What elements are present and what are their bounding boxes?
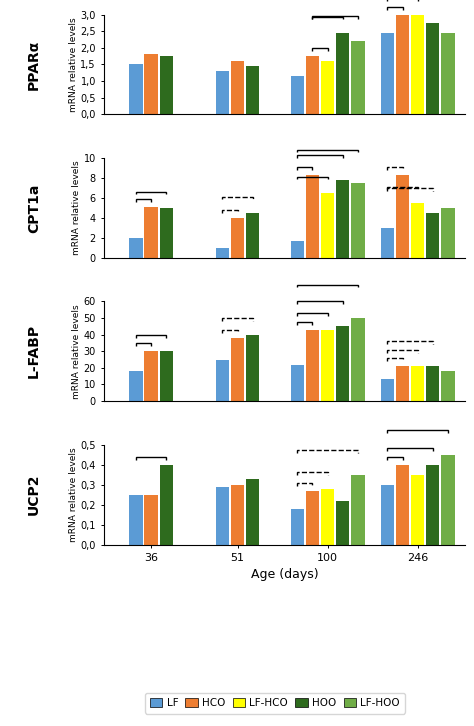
Bar: [321, 489, 334, 544]
X-axis label: Age (days): Age (days): [251, 568, 318, 582]
Bar: [396, 175, 409, 258]
Bar: [145, 494, 158, 544]
Bar: [231, 485, 244, 544]
Bar: [306, 56, 319, 114]
Text: CPT1a: CPT1a: [27, 183, 41, 232]
Bar: [411, 203, 424, 258]
Bar: [145, 54, 158, 114]
Bar: [129, 494, 143, 544]
Bar: [411, 15, 424, 114]
Bar: [441, 454, 455, 544]
Bar: [426, 23, 439, 114]
Legend: LF, HCO, LF-HCO, HOO, LF-HOO: LF, HCO, LF-HCO, HOO, LF-HOO: [145, 693, 405, 714]
Bar: [246, 478, 259, 544]
Bar: [351, 475, 365, 544]
Bar: [216, 248, 229, 258]
Bar: [351, 183, 365, 258]
Bar: [160, 56, 173, 114]
Bar: [411, 366, 424, 401]
Bar: [160, 351, 173, 401]
Bar: [145, 207, 158, 258]
Bar: [426, 465, 439, 544]
Bar: [321, 193, 334, 258]
Bar: [351, 41, 365, 114]
Bar: [396, 465, 409, 544]
Bar: [426, 366, 439, 401]
Bar: [216, 486, 229, 544]
Bar: [351, 318, 365, 401]
Text: UCP2: UCP2: [27, 474, 41, 515]
Bar: [291, 76, 304, 114]
Bar: [336, 501, 349, 544]
Bar: [306, 175, 319, 258]
Bar: [381, 485, 394, 544]
Bar: [396, 366, 409, 401]
Y-axis label: mRNA relative levels: mRNA relative levels: [69, 17, 78, 112]
Y-axis label: mRNA relative levels: mRNA relative levels: [72, 304, 81, 399]
Bar: [216, 71, 229, 114]
Bar: [336, 33, 349, 114]
Bar: [306, 330, 319, 401]
Bar: [231, 218, 244, 258]
Bar: [291, 241, 304, 258]
Bar: [246, 213, 259, 258]
Bar: [145, 351, 158, 401]
Bar: [426, 213, 439, 258]
Bar: [291, 364, 304, 401]
Y-axis label: mRNA relative levels: mRNA relative levels: [69, 447, 78, 542]
Bar: [336, 326, 349, 401]
Bar: [441, 208, 455, 258]
Bar: [321, 61, 334, 114]
Bar: [441, 371, 455, 401]
Bar: [231, 338, 244, 401]
Bar: [246, 335, 259, 401]
Bar: [129, 371, 143, 401]
Bar: [306, 491, 319, 544]
Bar: [381, 33, 394, 114]
Bar: [321, 330, 334, 401]
Bar: [246, 66, 259, 114]
Bar: [129, 238, 143, 258]
Bar: [291, 508, 304, 544]
Bar: [381, 228, 394, 258]
Text: L-FABP: L-FABP: [27, 324, 41, 378]
Bar: [129, 65, 143, 114]
Bar: [411, 475, 424, 544]
Bar: [231, 61, 244, 114]
Bar: [216, 359, 229, 401]
Bar: [441, 33, 455, 114]
Y-axis label: mRNA relative levels: mRNA relative levels: [72, 160, 81, 255]
Bar: [160, 465, 173, 544]
Bar: [381, 380, 394, 401]
Bar: [396, 15, 409, 114]
Bar: [336, 180, 349, 258]
Text: PPARα: PPARα: [27, 39, 41, 89]
Bar: [160, 208, 173, 258]
